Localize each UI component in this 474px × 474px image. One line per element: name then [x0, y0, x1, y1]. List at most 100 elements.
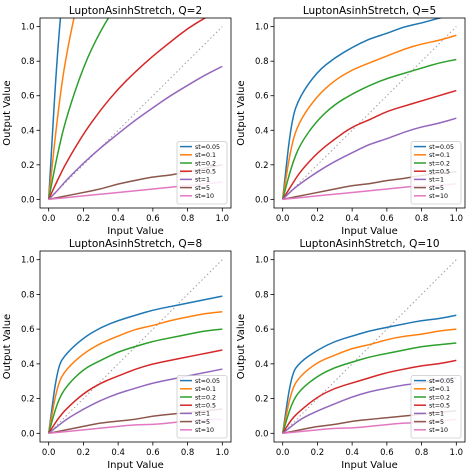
- series-line-st-0_05: [47, 18, 62, 200]
- y-tick-label: 0.0: [255, 195, 269, 205]
- y-tick-label: 0.2: [21, 395, 35, 405]
- x-tick-label: 0.8: [181, 448, 195, 458]
- x-axis-label: Input Value: [107, 226, 164, 237]
- legend-label: st=0.1: [429, 386, 450, 393]
- legend-label: st=0.5: [429, 403, 450, 410]
- series-line-st-0_05: [281, 18, 444, 200]
- identity-line: [48, 259, 223, 434]
- series-line-st-0_1: [281, 34, 457, 200]
- y-tick-label: 0.6: [255, 92, 269, 102]
- series-line-st-0_2: [47, 18, 110, 200]
- legend-label: st=0.2: [195, 160, 216, 167]
- legend-label: st=0.05: [429, 144, 454, 151]
- series-line-st-1: [48, 65, 223, 200]
- y-axis-label: Output Value: [2, 80, 13, 145]
- legend-box: [176, 141, 228, 205]
- series-line-st-0_05: [47, 295, 223, 434]
- x-tick-label: 0.0: [276, 214, 290, 224]
- legend-label: st=5: [195, 185, 210, 192]
- legend-label: st=0.5: [429, 169, 450, 176]
- legend-label: st=5: [429, 185, 444, 192]
- x-tick-label: 0.6: [380, 214, 394, 224]
- legend-label: st=0.2: [195, 394, 216, 401]
- legend-box: [410, 141, 462, 205]
- y-tick-label: 0.6: [255, 325, 269, 335]
- series-line-st-0_05: [281, 314, 457, 434]
- y-axis-label: Output Value: [2, 314, 13, 379]
- identity-line: [282, 26, 457, 200]
- y-tick-label: 0.4: [255, 360, 269, 370]
- legend-label: st=1: [195, 411, 210, 418]
- axes-frame: [273, 250, 466, 443]
- legend-label: st=10: [195, 193, 214, 200]
- legend-box: [410, 375, 462, 439]
- legend-label: st=5: [429, 419, 444, 426]
- series-line-st-0_2: [281, 58, 457, 200]
- y-tick-label: 1.0: [255, 23, 269, 33]
- x-tick-label: 0.6: [380, 448, 394, 458]
- y-tick-label: 0.8: [21, 57, 35, 67]
- x-tick-label: 0.4: [111, 214, 125, 224]
- legend-box: [176, 375, 228, 439]
- y-tick-label: 0.0: [255, 429, 269, 439]
- axes-frame: [39, 250, 232, 443]
- y-tick-label: 0.0: [21, 195, 35, 205]
- y-tick-label: 0.6: [21, 92, 35, 102]
- x-tick-label: 1.0: [216, 448, 230, 458]
- identity-line: [48, 26, 223, 200]
- x-tick-label: 1.0: [450, 214, 464, 224]
- y-tick-label: 0.8: [255, 290, 269, 300]
- legend-label: st=0.5: [195, 169, 216, 176]
- series-line-st-1: [282, 117, 457, 200]
- axes-frame: [273, 17, 466, 209]
- subplot-q10: 0.0 0.2 0.4 0.6 0.8 1.0 0.0 0.2 0.4 0.6 0.8 1.0 Lupt…: [236, 238, 466, 471]
- x-tick-label: 0.2: [311, 448, 325, 458]
- series-line-st-0_2: [47, 328, 223, 434]
- legend-label: st=1: [429, 411, 444, 418]
- y-tick-label: 0.8: [21, 290, 35, 300]
- x-tick-label: 0.0: [42, 448, 56, 458]
- legend-label: st=0.2: [429, 394, 450, 401]
- subplot-q5: 0.0 0.2 0.4 0.6 0.8 1.0 0.0 0.2 0.4 0.6 0.8 1.0 Lupt…: [236, 5, 466, 237]
- x-tick-label: 0.8: [415, 448, 429, 458]
- identity-line: [282, 259, 457, 434]
- y-tick-label: 0.8: [255, 57, 269, 67]
- legend-label: st=10: [429, 427, 448, 434]
- x-axis-label: Input Value: [341, 460, 398, 471]
- series-line-st-0_2: [281, 342, 457, 434]
- y-tick-label: 0.2: [255, 161, 269, 171]
- axes-frame: [39, 17, 232, 209]
- legend-label: st=0.2: [429, 160, 450, 167]
- y-tick-label: 0.4: [255, 126, 269, 136]
- x-tick-label: 0.8: [181, 214, 195, 224]
- series-line-st-0_1: [47, 311, 223, 434]
- legend-label: st=1: [429, 177, 444, 184]
- series-line-st-0_1: [47, 18, 75, 200]
- legend-label: st=0.5: [195, 403, 216, 410]
- series-line-st-0_5: [48, 349, 223, 434]
- series-line-st-0_1: [281, 328, 457, 434]
- subplot-q8: 0.0 0.2 0.4 0.6 0.8 1.0 0.0 0.2 0.4 0.6 0.8 1.0 Lupt…: [2, 238, 232, 471]
- x-tick-label: 0.0: [42, 214, 56, 224]
- x-tick-label: 1.0: [450, 448, 464, 458]
- y-tick-label: 0.4: [21, 360, 35, 370]
- subplot-title: LuptonAsinhStretch, Q=10: [299, 238, 439, 250]
- legend-label: st=0.05: [195, 378, 220, 385]
- legend-label: st=0.1: [195, 386, 216, 393]
- x-tick-label: 0.6: [146, 214, 160, 224]
- x-axis-label: Input Value: [341, 226, 398, 237]
- y-tick-label: 0.0: [21, 429, 35, 439]
- y-tick-label: 1.0: [255, 256, 269, 266]
- x-tick-label: 0.6: [146, 448, 160, 458]
- legend-label: st=5: [195, 419, 210, 426]
- x-tick-label: 0.4: [111, 448, 125, 458]
- legend-label: st=0.05: [429, 378, 454, 385]
- subplot-q2: 0.0 0.2 0.4 0.6 0.8 1.0 0.0 0.2 0.4 0.6 0.8 1.0 Lupt…: [2, 5, 232, 237]
- y-tick-label: 1.0: [21, 23, 35, 33]
